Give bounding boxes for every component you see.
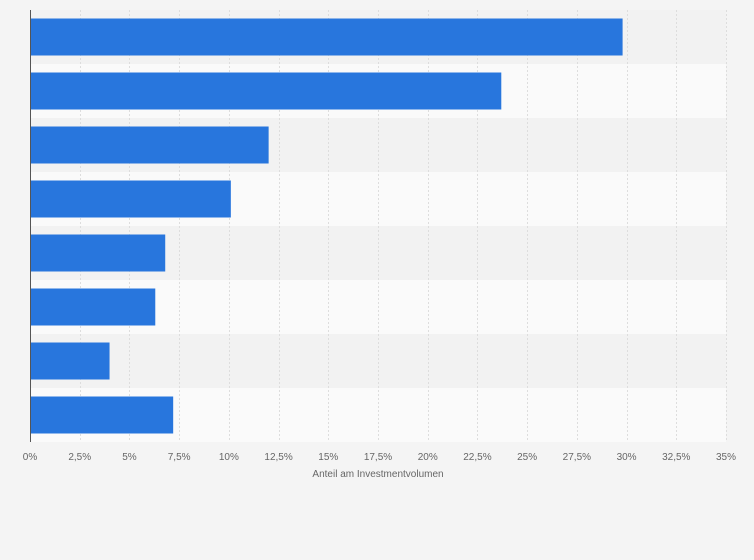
x-tick-label: 17,5% xyxy=(364,452,392,463)
bar xyxy=(30,180,231,218)
x-tick-label: 35% xyxy=(716,452,736,463)
x-tick-label: 25% xyxy=(517,452,537,463)
bars xyxy=(30,18,623,434)
x-tick-label: 22,5% xyxy=(463,452,491,463)
bar xyxy=(30,18,623,56)
x-axis-ticks: 0% 2,5% 5% 7,5% 10% 12,5% 15% 17,5% 20% 22,5% 25% 2… xyxy=(23,452,736,463)
bar xyxy=(30,396,174,434)
x-tick-label: 2,5% xyxy=(68,452,91,463)
x-tick-label: 20% xyxy=(418,452,438,463)
x-tick-label: 7,5% xyxy=(168,452,191,463)
x-tick-label: 0% xyxy=(23,452,38,463)
x-tick-label: 12,5% xyxy=(264,452,292,463)
bar xyxy=(30,288,156,326)
x-tick-label: 30% xyxy=(617,452,637,463)
bar xyxy=(30,342,110,380)
x-tick-label: 27,5% xyxy=(563,452,591,463)
x-axis-title: Anteil am Investmentvolumen xyxy=(312,469,443,480)
x-tick-label: 32,5% xyxy=(662,452,690,463)
x-tick-label: 15% xyxy=(318,452,338,463)
bar xyxy=(30,234,166,272)
bar xyxy=(30,126,269,164)
x-tick-label: 5% xyxy=(122,452,137,463)
bar xyxy=(30,72,502,110)
x-tick-label: 10% xyxy=(219,452,239,463)
